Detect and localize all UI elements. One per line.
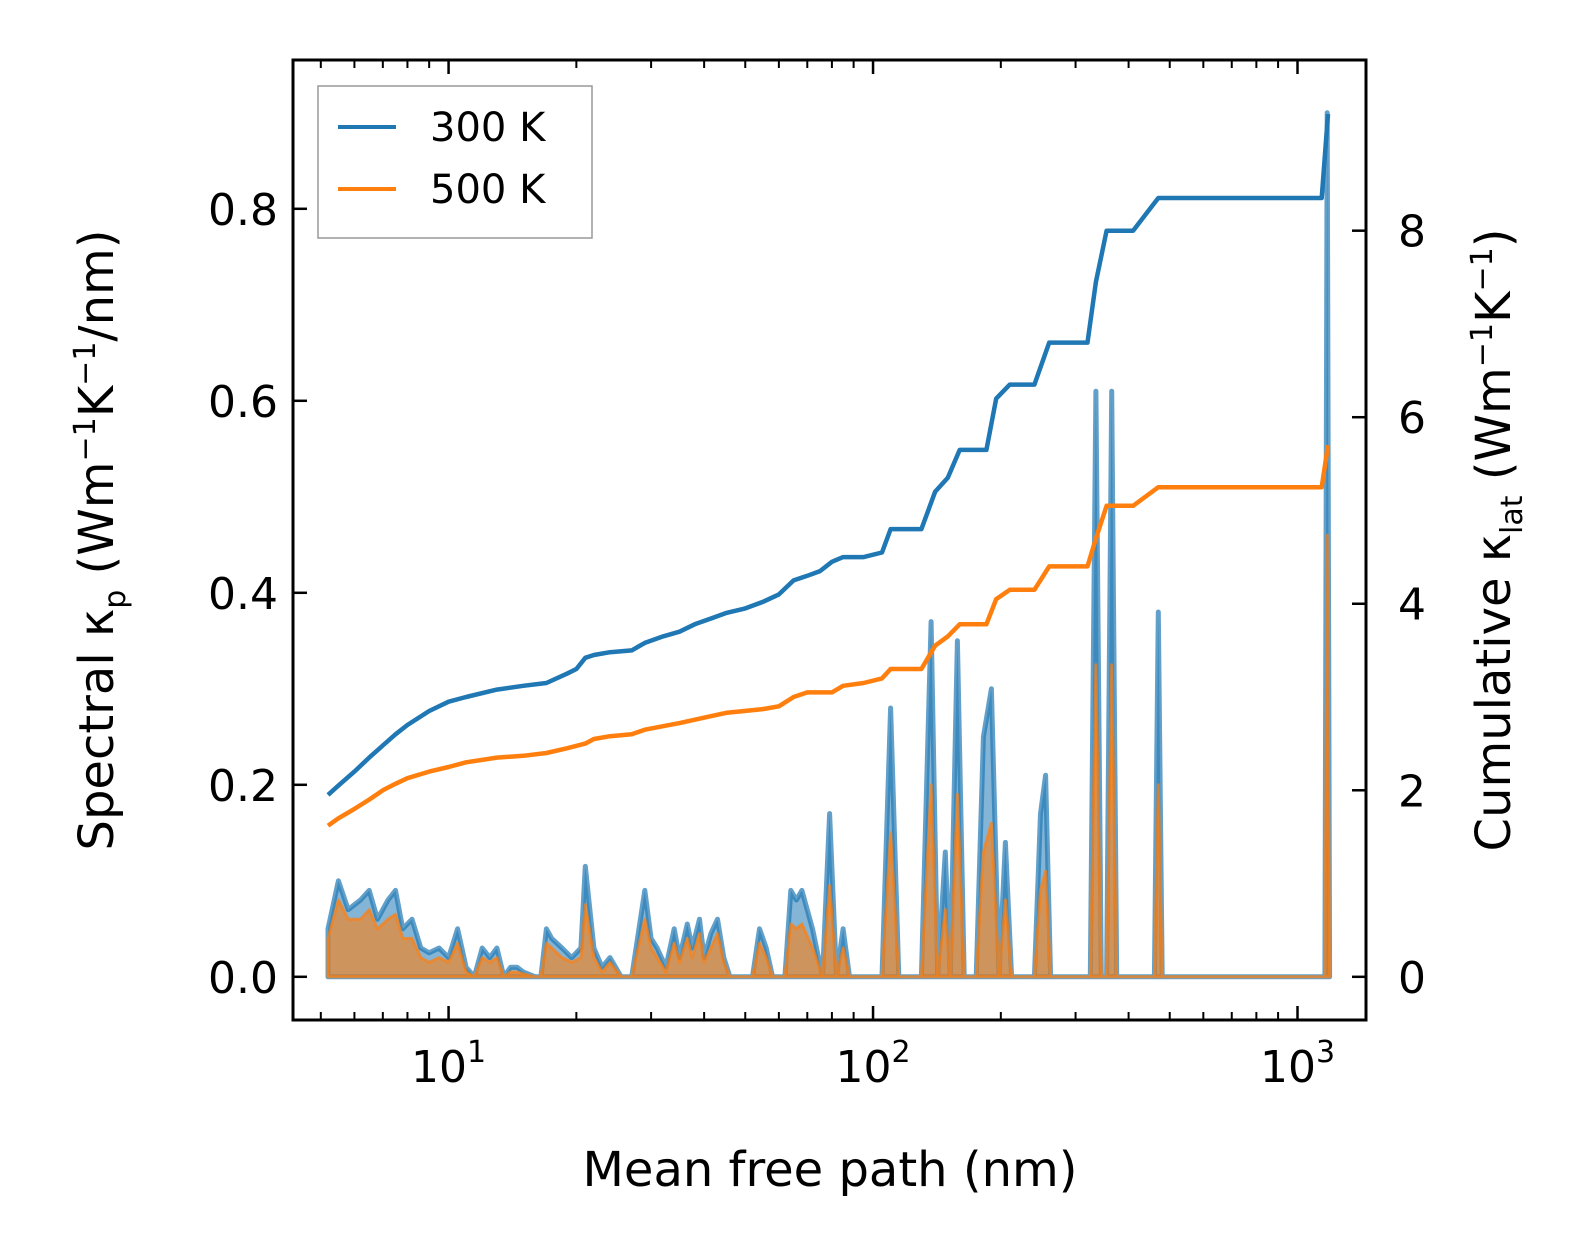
tick-label-layer: 101 102 103 0.0 0.2 0.4 0.6 0.8 0 2 4 6 8 — [208, 185, 1426, 1093]
cumulative-line-500k — [326, 444, 1331, 828]
y-right-tick-label: 0 — [1398, 953, 1426, 1004]
x-tick-label: 102 — [835, 1035, 910, 1093]
legend-label-300k: 300 K — [430, 105, 547, 151]
cumulative-line-300k — [326, 113, 1331, 797]
x-tick-label: 103 — [1260, 1035, 1335, 1093]
spectral-fill-layer — [325, 110, 1333, 980]
y-left-tick-label: 0.4 — [208, 569, 278, 620]
spectral-area-500k — [326, 533, 1332, 979]
y-left-tick-label: 0.0 — [208, 953, 278, 1004]
y-right-tick-label: 6 — [1398, 393, 1426, 444]
y-left-tick-label: 0.6 — [208, 377, 278, 428]
x-axis-title: Mean free path (nm) — [583, 1142, 1078, 1198]
y-left-tick-label: 0.8 — [208, 185, 278, 236]
plot-frame — [291, 58, 1368, 1022]
legend-box — [317, 85, 593, 239]
y-right-tick-label: 2 — [1398, 766, 1426, 817]
x-tick-label: 101 — [411, 1035, 486, 1093]
legend-label-500k: 500 K — [430, 167, 547, 213]
y-right-tick-label: 4 — [1398, 580, 1426, 631]
legend: 300 K 500 K — [317, 85, 593, 239]
y-right-tick-label: 8 — [1398, 207, 1426, 258]
y-axis-right-title: Cumulative κlat (Wm−1K−1) — [1465, 229, 1530, 852]
y-axis-left-title: Spectral κp (Wm−1K−1/nm) — [68, 230, 133, 851]
cumulative-line-layer — [326, 113, 1331, 828]
y-left-tick-label: 0.2 — [208, 761, 278, 812]
